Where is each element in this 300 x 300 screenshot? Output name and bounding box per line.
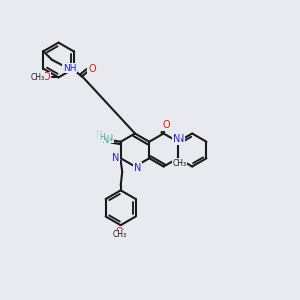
- Text: O: O: [42, 72, 50, 82]
- Text: =N: =N: [99, 134, 113, 143]
- Text: H: H: [99, 133, 105, 142]
- Text: N: N: [112, 153, 119, 163]
- Text: CH₃: CH₃: [172, 159, 186, 168]
- Text: N: N: [177, 134, 184, 144]
- Text: O: O: [88, 64, 96, 74]
- Text: N: N: [134, 163, 141, 173]
- Text: NH: NH: [63, 64, 76, 73]
- Text: H: H: [96, 131, 102, 140]
- Text: O: O: [116, 227, 124, 237]
- Text: N: N: [102, 135, 110, 145]
- Text: N: N: [173, 134, 180, 144]
- Text: O: O: [162, 120, 170, 130]
- Text: CH₃: CH₃: [31, 73, 45, 82]
- Text: CH₃: CH₃: [113, 230, 127, 239]
